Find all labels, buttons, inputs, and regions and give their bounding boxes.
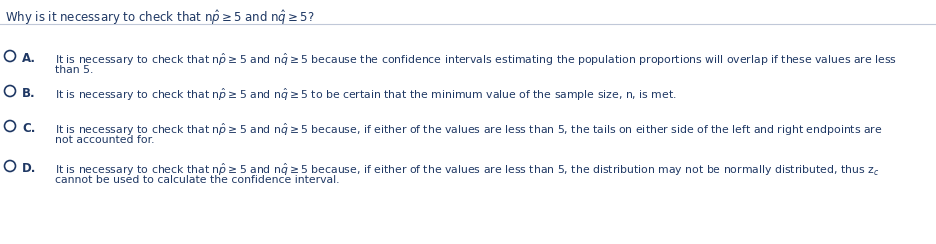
Text: A.: A. bbox=[22, 52, 36, 65]
Text: D.: D. bbox=[22, 162, 37, 175]
Text: It is necessary to check that n$\hat{p}$$\geq$5 and n$\hat{q}$$\geq$5 because, i: It is necessary to check that n$\hat{p}$… bbox=[55, 122, 882, 138]
Text: It is necessary to check that n$\hat{p}$$\geq$5 and n$\hat{q}$$\geq$5 to be cert: It is necessary to check that n$\hat{p}$… bbox=[55, 87, 676, 103]
Text: Why is it necessary to check that n$\hat{p}$$\geq$5 and n$\hat{q}$$\geq$5?: Why is it necessary to check that n$\hat… bbox=[5, 8, 314, 27]
Text: It is necessary to check that n$\hat{p}$$\geq$5 and n$\hat{q}$$\geq$5 because, i: It is necessary to check that n$\hat{p}$… bbox=[55, 162, 878, 178]
Text: It is necessary to check that n$\hat{p}$$\geq$5 and n$\hat{q}$$\geq$5 because th: It is necessary to check that n$\hat{p}$… bbox=[55, 52, 896, 68]
Text: B.: B. bbox=[22, 87, 36, 100]
Text: than 5.: than 5. bbox=[55, 65, 94, 75]
Text: not accounted for.: not accounted for. bbox=[55, 135, 154, 145]
Text: C.: C. bbox=[22, 122, 36, 135]
Text: cannot be used to calculate the confidence interval.: cannot be used to calculate the confiden… bbox=[55, 175, 339, 185]
